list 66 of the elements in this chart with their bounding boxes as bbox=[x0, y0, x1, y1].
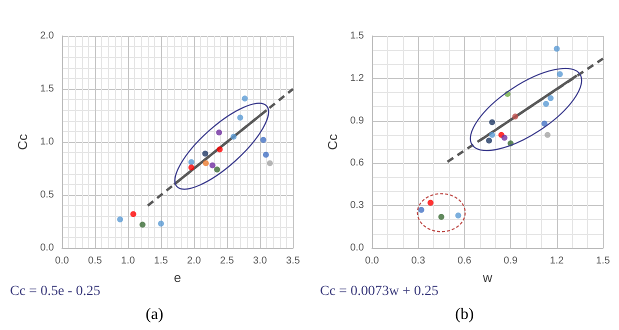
point bbox=[216, 129, 222, 136]
point bbox=[554, 46, 560, 52]
point bbox=[188, 164, 194, 170]
point bbox=[188, 159, 194, 166]
point bbox=[544, 132, 551, 138]
x-axis-title: e bbox=[174, 270, 182, 285]
point bbox=[266, 160, 273, 166]
text: Cc = 0.5e - 0.25 bbox=[10, 284, 100, 300]
y-tick-label: 0.5 bbox=[40, 190, 54, 200]
x-tick-label: 1.5 bbox=[154, 256, 168, 266]
x-tick-label: 1.5 bbox=[596, 256, 610, 266]
y-tick-label: 0.0 bbox=[350, 242, 364, 254]
x-tick-label: 0.3 bbox=[411, 256, 426, 266]
point bbox=[262, 152, 269, 158]
point bbox=[216, 146, 223, 152]
point bbox=[202, 150, 208, 157]
x-tick-label: 2.5 bbox=[220, 256, 234, 266]
text: (a) bbox=[144, 306, 164, 324]
y-tick-label: 1.0 bbox=[40, 136, 54, 148]
point bbox=[501, 134, 508, 141]
point bbox=[556, 71, 563, 78]
point bbox=[209, 162, 216, 168]
y-axis-title: Cc bbox=[15, 134, 30, 150]
y-tick-label: 0.6 bbox=[350, 158, 364, 169]
point bbox=[237, 114, 244, 121]
y-tick-label: 1.5 bbox=[350, 30, 364, 42]
point bbox=[242, 96, 248, 102]
point bbox=[130, 211, 136, 218]
x-tick-label: 0.0 bbox=[365, 256, 380, 266]
x-tick-label: 3.5 bbox=[286, 256, 300, 266]
point bbox=[117, 216, 124, 222]
y-axis-title: Cc bbox=[325, 134, 340, 150]
x-tick-label: 0.9 bbox=[504, 256, 518, 266]
x-tick-label: 0.6 bbox=[457, 256, 472, 266]
point bbox=[486, 138, 492, 144]
text: (b) bbox=[454, 306, 475, 324]
point bbox=[140, 222, 146, 228]
y-tick-label: 0.0 bbox=[40, 242, 54, 254]
y-tick-label: 1.2 bbox=[350, 72, 364, 84]
point bbox=[230, 134, 237, 140]
x-tick-label: 0.0 bbox=[55, 256, 70, 266]
x-tick-label: 0.5 bbox=[88, 256, 102, 266]
point bbox=[541, 120, 548, 127]
point bbox=[438, 214, 444, 220]
x-tick-label: 3.0 bbox=[253, 256, 268, 266]
point bbox=[158, 220, 164, 227]
point bbox=[512, 114, 518, 120]
point bbox=[489, 132, 496, 138]
point bbox=[428, 200, 434, 206]
point bbox=[548, 95, 554, 102]
y-tick-label: 2.0 bbox=[40, 30, 54, 42]
point bbox=[214, 166, 220, 173]
point bbox=[260, 136, 266, 143]
point bbox=[418, 206, 424, 213]
x-axis-title: w bbox=[482, 270, 493, 285]
text: Cc = 0.0073w + 0.25 bbox=[320, 284, 438, 300]
point bbox=[489, 119, 496, 126]
point bbox=[202, 160, 209, 166]
point bbox=[455, 212, 462, 218]
y-tick-label: 0.3 bbox=[350, 200, 364, 212]
y-tick-label: 0.9 bbox=[350, 115, 364, 126]
x-tick-label: 2.0 bbox=[187, 256, 202, 266]
point bbox=[543, 100, 550, 107]
y-tick-label: 1.5 bbox=[40, 84, 54, 94]
x-tick-label: 1.2 bbox=[550, 256, 564, 266]
x-tick-label: 1.0 bbox=[121, 256, 136, 266]
